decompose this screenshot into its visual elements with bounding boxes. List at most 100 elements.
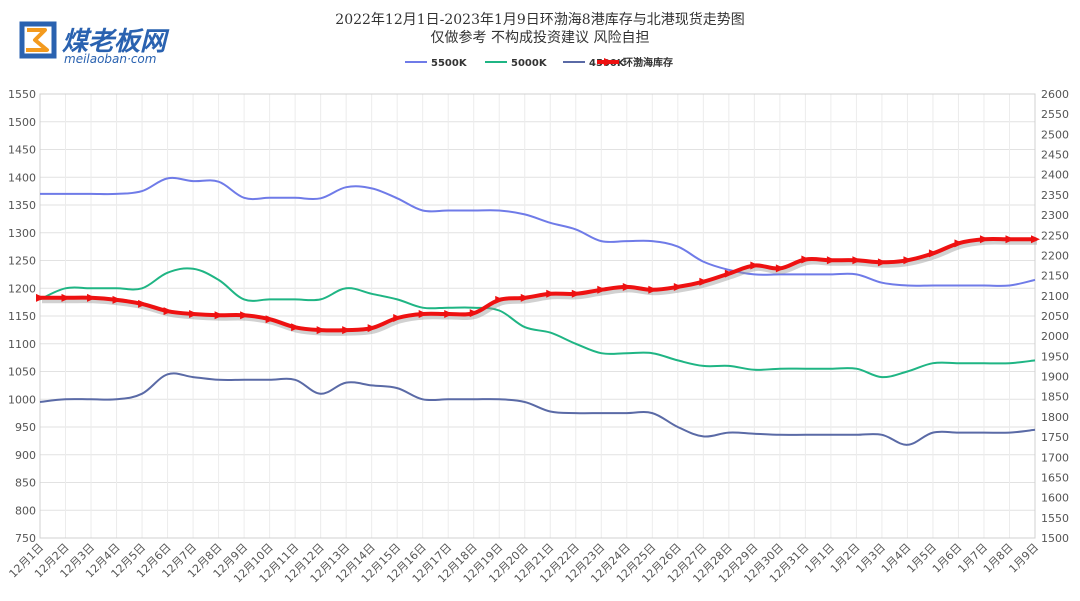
series-line [39,176,1036,287]
series-point-marker [571,289,581,298]
y-left-tick-label: 1300 [8,227,36,240]
series-point-marker [418,309,428,318]
series-line [39,372,1036,446]
x-tick-label: 1月9日 [1006,541,1041,576]
plot-border [39,93,1036,539]
legend-item-1: 5500K [405,58,468,69]
series-point-marker [265,315,275,324]
series-point-marker [903,256,913,265]
y-right-tick-label: 2600 [1041,88,1069,101]
series-point-marker [520,293,530,302]
y-right-tick-label: 1750 [1041,431,1069,444]
series-point-marker [291,323,301,332]
legend-label: 5500K [431,58,468,69]
y-left-tick-label: 1400 [8,171,36,184]
y-left-tick-label: 1050 [8,366,36,379]
y-left-tick-label: 1200 [8,282,36,295]
legend-label: 环渤海库存 [623,56,673,69]
grid [39,93,1036,539]
series-2 [39,267,1036,379]
y-right-tick-label: 2500 [1041,128,1069,141]
series-point-marker [622,282,632,291]
y-right-tick-label: 2150 [1041,270,1069,283]
series-1 [39,176,1036,287]
y-left-tick-label: 1550 [8,88,36,101]
series-point-marker [138,299,148,308]
y-right-tick-label: 2100 [1041,290,1069,303]
legend-label: 5000K [511,58,548,69]
series-point-marker [240,311,250,320]
series-point-marker [826,256,836,265]
series-point-marker [469,309,479,318]
logo-domain: meilaoban·com [64,52,156,66]
y-right-tick-label: 1650 [1041,471,1069,484]
y-left-tick-label: 750 [15,532,36,545]
series-point-marker [214,311,224,320]
series-point-marker [648,285,658,294]
chart-title: 2022年12月1日-2023年1月9日环渤海8港库存与北港现货走势图 [335,11,744,28]
y-right-tick-label: 2350 [1041,189,1069,202]
series-line [38,236,1037,333]
series-point-marker [1031,235,1040,244]
y-left-tick-label: 1450 [8,144,36,157]
series-3 [39,372,1036,446]
legend-item-2: 5000K [485,58,548,69]
y-left-tick-label: 1250 [8,255,36,268]
series-point-marker [928,249,938,258]
series-point-marker [699,277,709,286]
legend: 5500K5000K4500K环渤海库存 [405,56,673,69]
series-point-marker [852,256,862,265]
y-left-tick-label: 1100 [8,338,36,351]
series-point-marker [801,255,811,264]
logo-name: 煤老板网 [62,27,170,57]
series-point-marker [750,261,760,270]
series-point-marker [979,235,989,244]
y-right-tick-label: 2200 [1041,249,1069,262]
series-point-marker [877,258,887,267]
y-left-tick-label: 950 [15,421,36,434]
y-right-tick-label: 2250 [1041,229,1069,242]
logo-mark-icon [19,21,57,59]
series-point-marker [189,309,199,318]
series-point-marker [724,269,734,278]
legend-marker [604,58,613,66]
y-right-tick-label: 2450 [1041,149,1069,162]
series-point-marker [61,293,71,302]
series-point-marker [673,282,683,291]
y-right-tick-label: 1850 [1041,391,1069,404]
series-point-marker [36,293,45,302]
y-right-tick-label: 2050 [1041,310,1069,323]
x-axis: 12月1日12月2日12月3日12月4日12月5日12月6日12月7日12月8日… [7,541,1042,586]
y-right-tick-label: 1700 [1041,451,1069,464]
series-point-marker [546,289,556,298]
series-point-marker [163,307,173,316]
series-point-marker [367,324,377,333]
y-left-tick-label: 1350 [8,199,36,212]
y-axis-left: 750 800 850 900 950 1000 1050 1100 1150 1200 1250 1… [8,88,36,545]
y-left-tick-label: 1000 [8,393,36,406]
series-point-marker [393,314,403,323]
y-right-tick-label: 1500 [1041,532,1069,545]
series-point-marker [342,326,352,335]
series-point-marker [316,326,326,335]
series-point-marker [1005,235,1015,244]
y-right-tick-label: 1900 [1041,371,1069,384]
y-left-tick-label: 800 [15,504,36,517]
series-point-marker [87,293,97,302]
legend-item-4: 环渤海库存 [597,56,673,69]
series-lines [36,176,1040,446]
series-line [39,267,1036,379]
series-point-marker [495,295,505,304]
series-point-marker [954,239,964,248]
y-left-tick-label: 1150 [8,310,36,323]
series-shadow [42,237,1037,336]
y-left-tick-label: 900 [15,449,36,462]
y-right-tick-label: 2000 [1041,330,1069,343]
y-right-tick-label: 2300 [1041,209,1069,222]
y-left-tick-label: 1500 [8,116,36,129]
series-4 [36,235,1040,336]
y-right-tick-label: 1800 [1041,411,1069,424]
series-point-marker [597,285,607,294]
